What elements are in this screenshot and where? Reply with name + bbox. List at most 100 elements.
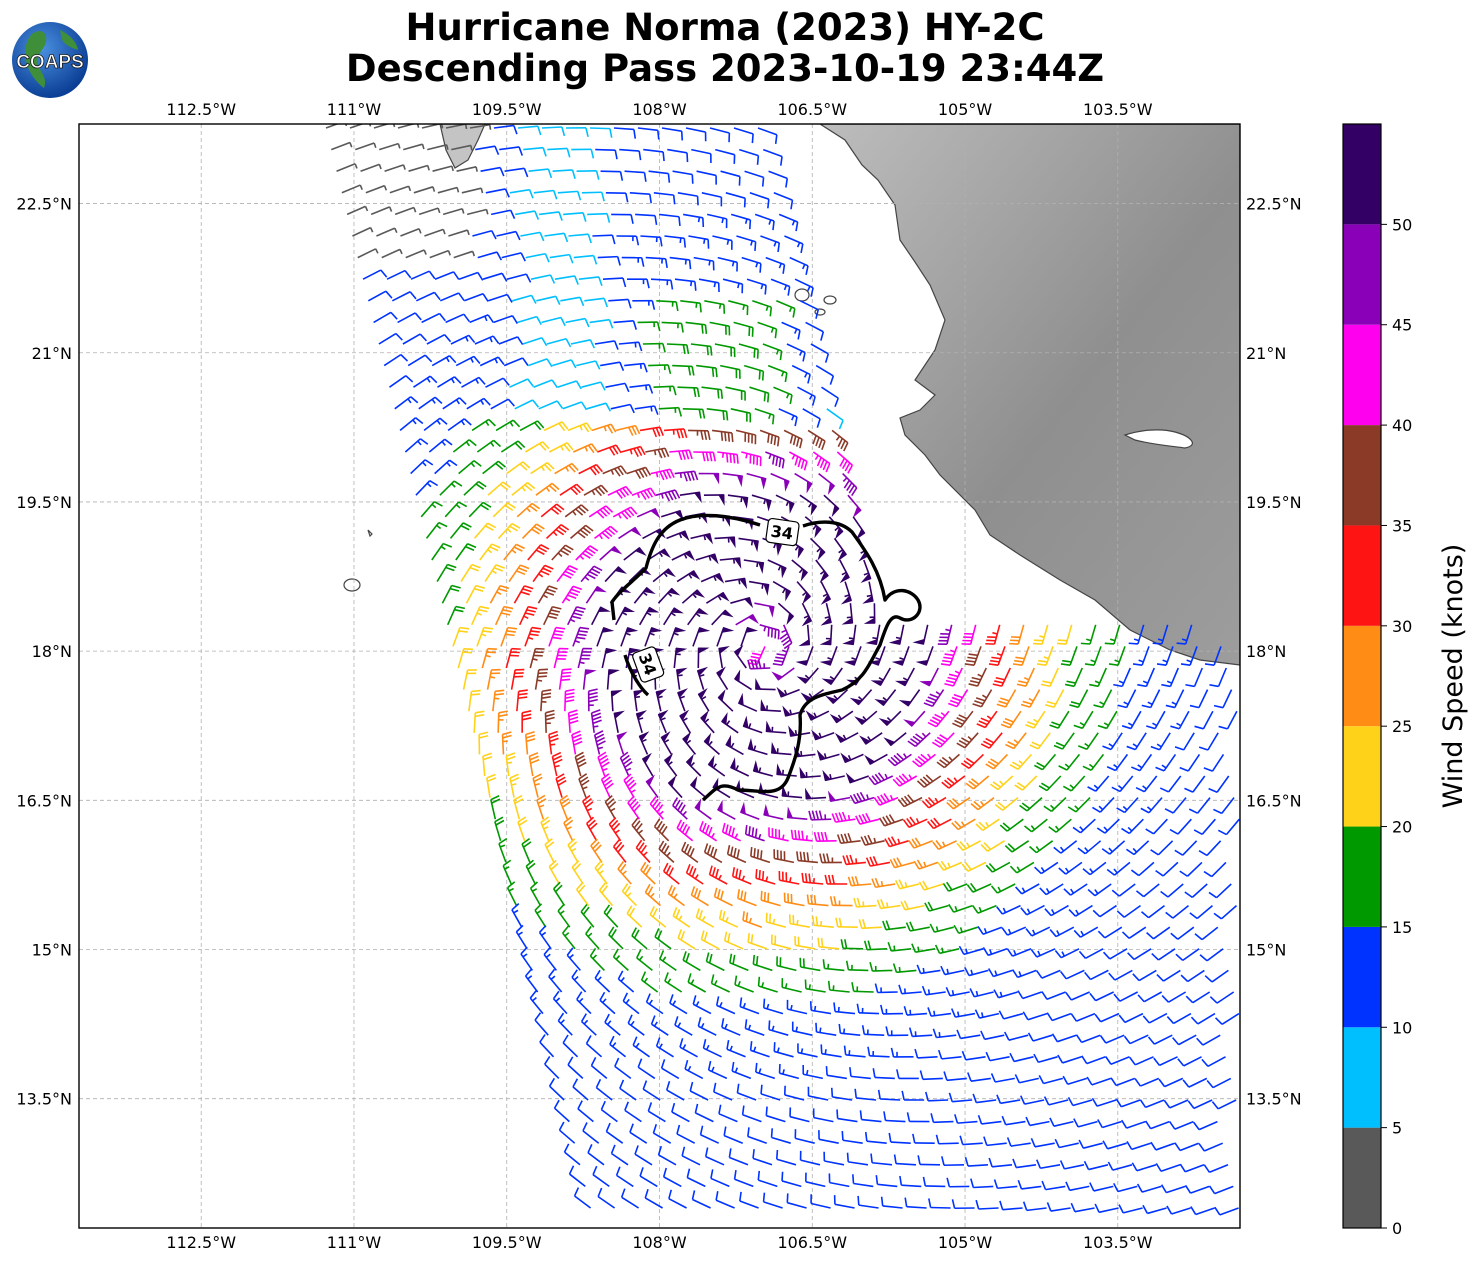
wind-barb: [513, 794, 524, 820]
wind-barb: [819, 624, 833, 646]
wind-barb: [613, 710, 625, 733]
wind-barb: [537, 585, 558, 604]
wind-barb: [912, 753, 936, 768]
wind-barb: [653, 192, 676, 205]
wind-barb: [408, 164, 430, 172]
wind-barb: [690, 776, 707, 799]
wind-barb: [770, 934, 792, 950]
wind-barb: [754, 213, 775, 231]
wind-barb: [982, 947, 1008, 957]
wind-barb: [705, 591, 730, 604]
wind-barb: [842, 624, 857, 646]
wind-barb: [1203, 753, 1225, 772]
wind-barb: [767, 364, 788, 383]
colorbar-tick-label: 40: [1392, 416, 1412, 435]
wind-barb: [632, 299, 656, 310]
wind-barb: [1039, 883, 1064, 896]
wind-barb: [1182, 1077, 1208, 1088]
wind-barb: [980, 1030, 1005, 1041]
wind-barb: [770, 1128, 791, 1144]
wind-barb: [554, 275, 579, 285]
wind-barb: [804, 979, 826, 993]
wind-barb: [759, 624, 780, 640]
colorbar: 0 5 10 15 20 25 30 35 40 45 50: [1342, 123, 1412, 1238]
wind-barb: [659, 950, 677, 972]
wind-barb: [658, 406, 683, 417]
wind-barb: [647, 1102, 666, 1123]
wind-barb: [534, 1012, 549, 1036]
wind-barb: [781, 978, 802, 993]
wind-barb: [734, 975, 754, 993]
lat-tick-label-right: 18°N: [1246, 642, 1286, 661]
wind-barb: [455, 355, 481, 367]
wind-barb: [410, 270, 436, 280]
wind-barb: [655, 688, 667, 712]
wind-barb: [770, 472, 790, 492]
wind-barb: [1217, 818, 1240, 836]
wind-barb: [1006, 948, 1032, 957]
wind-barb: [810, 1194, 831, 1209]
wind-barb: [407, 354, 433, 367]
wind-barb: [913, 859, 939, 870]
wind-barb: [738, 537, 759, 553]
wind-barb: [706, 408, 729, 421]
wind-barb: [1116, 797, 1139, 814]
wind-barb: [1204, 969, 1229, 983]
wind-barb: [594, 340, 619, 350]
wind-barb: [996, 1094, 1021, 1105]
wind-barb: [1087, 883, 1112, 897]
wind-barb: [373, 124, 396, 129]
wind-barb: [598, 882, 614, 907]
wind-barb: [671, 1102, 690, 1123]
wind-barb: [937, 860, 963, 871]
wind-barb: [712, 235, 733, 250]
wind-barb: [1040, 667, 1060, 688]
wind-barb: [1014, 775, 1038, 791]
wind-barb: [1070, 1202, 1095, 1213]
wind-barb: [1198, 840, 1222, 857]
wind-barb: [822, 769, 845, 782]
wind-barb: [1089, 1182, 1114, 1192]
wind-barb: [755, 1062, 776, 1080]
wind-barb: [437, 376, 462, 388]
wind-barb: [558, 1121, 576, 1144]
wind-barb: [1125, 840, 1150, 856]
wind-barb: [809, 537, 826, 561]
wind-barb: [1117, 689, 1137, 709]
wind-barb: [639, 1167, 658, 1188]
wind-barb: [592, 234, 616, 245]
wind-barb: [384, 164, 406, 172]
island: [823, 295, 837, 305]
wind-barb: [1128, 624, 1145, 645]
wind-barb: [1160, 883, 1184, 898]
wind-barb: [797, 386, 816, 406]
wind-barb: [612, 839, 627, 863]
wind-barb: [403, 143, 425, 151]
wind-barb: [805, 321, 825, 341]
wind-barb: [410, 459, 434, 475]
wind-barb: [619, 751, 633, 777]
wind-barb: [540, 816, 551, 842]
lon-tick-label-bottom: 103.5°W: [1083, 1233, 1153, 1252]
wind-barb: [1113, 991, 1139, 1002]
wind-barb: [1177, 1056, 1202, 1067]
wind-barb: [757, 976, 778, 993]
wind-barb: [511, 903, 523, 928]
wind-barb: [1099, 1034, 1125, 1044]
wind-barb: [706, 213, 728, 229]
wind-barb: [725, 192, 746, 208]
wind-barb: [534, 668, 549, 690]
wind-barb: [878, 710, 902, 727]
wind-barb: [687, 607, 709, 626]
wind-barb: [878, 814, 904, 827]
wind-barb: [1070, 1012, 1096, 1022]
wind-barb: [559, 794, 571, 820]
wind-barb: [659, 213, 681, 226]
wind-barb: [1132, 646, 1150, 666]
colorbar-bin: [1343, 324, 1381, 426]
wind-barb: [511, 482, 536, 496]
wind-barb: [923, 689, 945, 708]
wind-barb: [823, 494, 840, 518]
wind-barb: [1062, 1075, 1088, 1085]
wind-barb: [739, 801, 760, 820]
